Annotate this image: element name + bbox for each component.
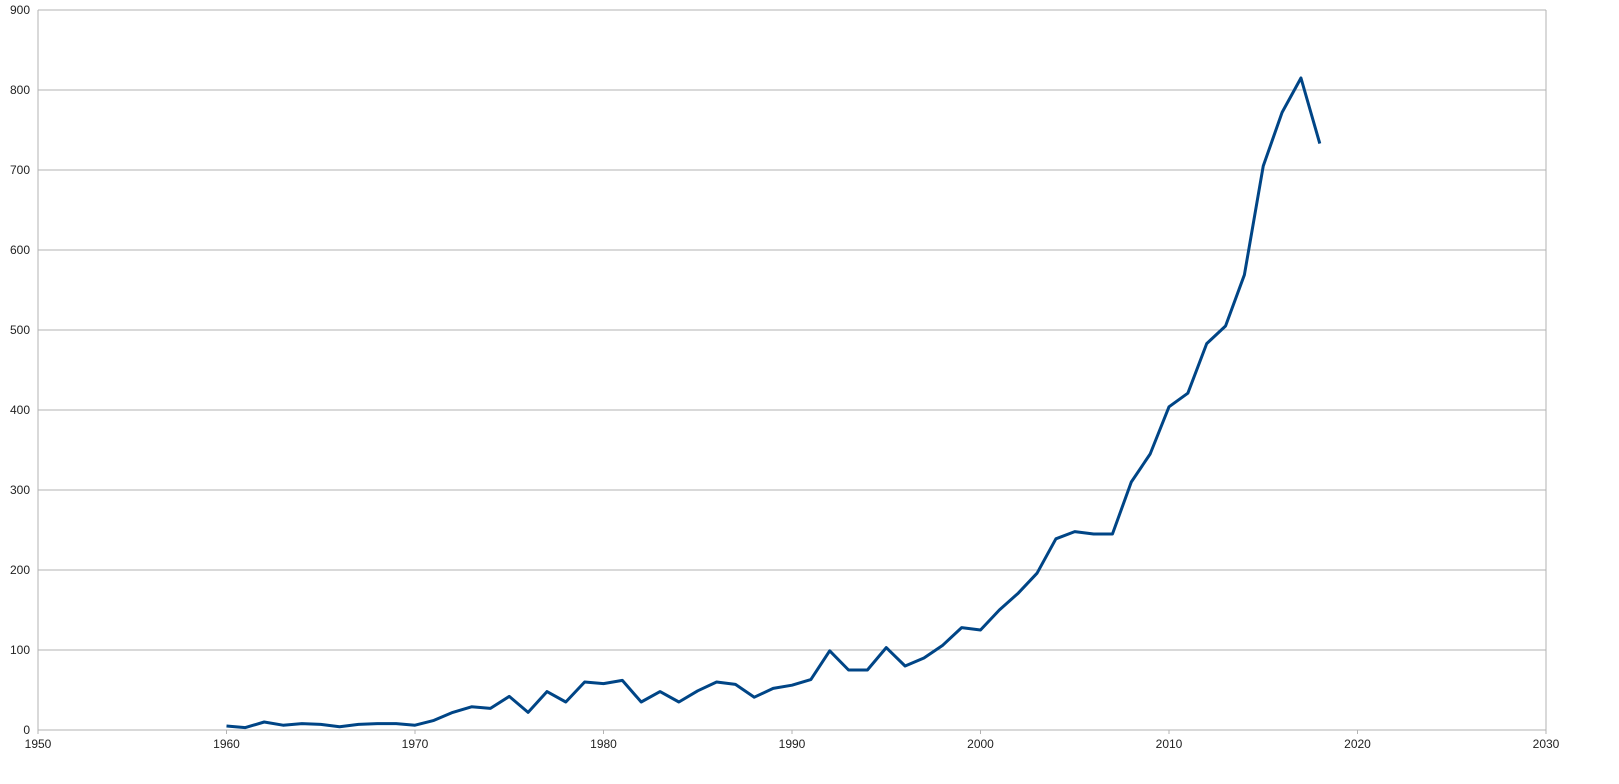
x-tick-label: 1980 [590,737,617,751]
y-tick-label: 400 [10,403,30,417]
y-tick-label: 0 [23,723,30,737]
x-tick-label: 2000 [967,737,994,751]
y-tick-label: 700 [10,163,30,177]
x-tick-label: 1950 [25,737,52,751]
y-tick-label: 800 [10,83,30,97]
y-tick-label: 900 [10,3,30,17]
x-tick-label: 2010 [1156,737,1183,751]
y-tick-label: 100 [10,643,30,657]
y-tick-label: 600 [10,243,30,257]
x-tick-label: 1960 [213,737,240,751]
x-tick-label: 2020 [1344,737,1371,751]
y-tick-label: 300 [10,483,30,497]
x-tick-label: 1970 [402,737,429,751]
y-tick-label: 200 [10,563,30,577]
data-line [226,76,1322,730]
x-tick-label: 2030 [1533,737,1560,751]
y-tick-label: 500 [10,323,30,337]
x-tick-label: 1990 [779,737,806,751]
